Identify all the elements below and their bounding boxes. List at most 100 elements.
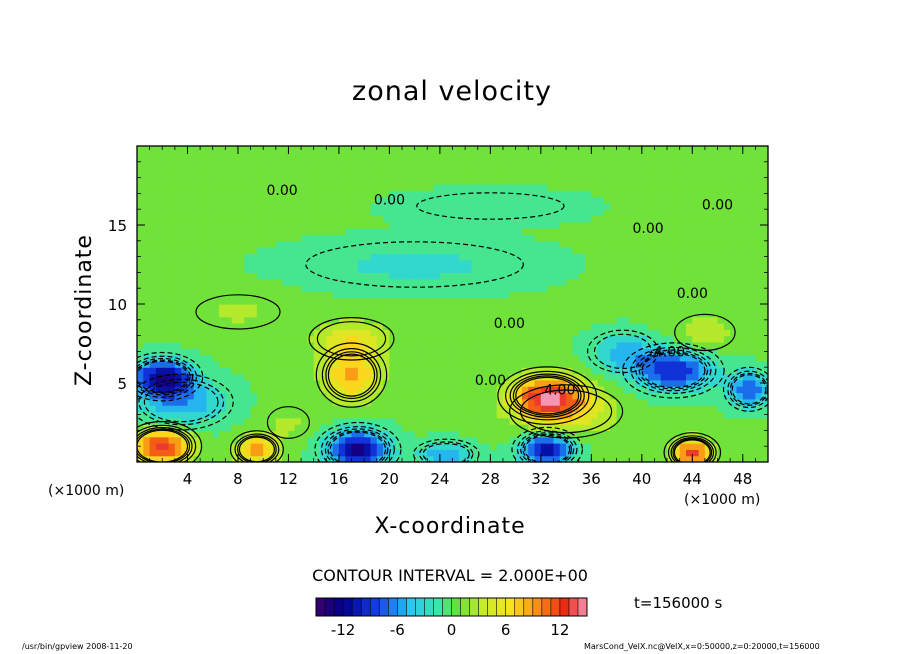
colorbar-cell bbox=[316, 598, 326, 616]
colorbar-tick-label: -6 bbox=[390, 621, 405, 639]
contour-line bbox=[519, 389, 613, 434]
contour-value-label: 0.00 bbox=[267, 183, 298, 199]
contour-line bbox=[327, 353, 376, 397]
contour-line bbox=[422, 443, 470, 462]
colorbar-cell bbox=[469, 598, 479, 616]
contour-line bbox=[327, 430, 389, 462]
colorbar-cell bbox=[397, 598, 407, 616]
colorbar-cell bbox=[451, 598, 461, 616]
contour-line bbox=[237, 435, 277, 462]
contour-line bbox=[731, 374, 767, 405]
contour-line bbox=[673, 439, 711, 462]
contour-value-label: -4.00 bbox=[649, 344, 685, 360]
x-tick-label: 36 bbox=[582, 470, 601, 488]
x-tick-label: 28 bbox=[481, 470, 500, 488]
colorbar-cell bbox=[406, 598, 416, 616]
contour-line bbox=[670, 437, 715, 462]
colorbar-tick-label: 6 bbox=[501, 621, 511, 639]
contour-value-label: 0.00 bbox=[633, 221, 664, 237]
contour-line bbox=[325, 351, 378, 400]
contour-line bbox=[137, 373, 234, 431]
colorbar-cell bbox=[460, 598, 470, 616]
x-tick-label: 8 bbox=[233, 470, 243, 488]
colorbar-frame bbox=[315, 597, 588, 617]
contour-interval-note: CONTOUR INTERVAL = 2.000E+00 bbox=[312, 566, 588, 585]
time-label: t=156000 s bbox=[634, 594, 723, 612]
colorbar-cell bbox=[550, 598, 561, 616]
x-tick-label: 20 bbox=[380, 470, 399, 488]
x-tick-label: 16 bbox=[329, 470, 348, 488]
contour-line bbox=[520, 432, 575, 462]
colorbar-cell bbox=[541, 598, 552, 616]
contour-line bbox=[663, 432, 722, 462]
colorbar-cell bbox=[334, 598, 344, 616]
contour-value-label: 0.00 bbox=[494, 316, 525, 332]
contour-line bbox=[522, 433, 572, 462]
contour-line bbox=[511, 426, 583, 462]
colorbar-tick-label: -12 bbox=[331, 621, 356, 639]
contour-line bbox=[641, 352, 706, 389]
contour-value-label: 4.00 bbox=[544, 382, 575, 398]
contour-line bbox=[137, 357, 194, 396]
contour-line bbox=[324, 428, 391, 462]
colorbar-cell bbox=[343, 598, 353, 616]
colorbar-cell bbox=[505, 598, 516, 616]
contour-line bbox=[316, 321, 387, 357]
chart-title: zonal velocity bbox=[352, 76, 552, 107]
colorbar-cell bbox=[532, 598, 543, 616]
contour-line bbox=[630, 346, 717, 394]
contour-line bbox=[138, 378, 225, 426]
velocity-field bbox=[137, 146, 768, 462]
colorbar-cell bbox=[379, 598, 389, 616]
contour-line bbox=[727, 370, 768, 409]
contour-line bbox=[315, 342, 388, 408]
contour-line bbox=[320, 426, 395, 462]
colorbar-cell bbox=[568, 598, 579, 616]
colorbar-cell bbox=[523, 598, 534, 616]
contour-line bbox=[266, 406, 310, 439]
colorbar-cell bbox=[433, 598, 443, 616]
contour-lines bbox=[137, 192, 768, 462]
contour-line bbox=[137, 429, 189, 462]
y-tick-label: 5 bbox=[117, 375, 127, 393]
contour-line bbox=[512, 375, 582, 416]
contour-value-label: 0.00 bbox=[475, 373, 506, 389]
x-tick-label: 4 bbox=[183, 470, 193, 488]
y-axis-label: Z-coordinate bbox=[72, 234, 97, 386]
contour-value-label: 0.00 bbox=[374, 193, 405, 209]
x-unit-right: (×1000 m) bbox=[684, 492, 761, 508]
y-tick-label: 15 bbox=[108, 217, 127, 235]
colorbar-cell bbox=[577, 598, 588, 616]
contour-line bbox=[229, 430, 284, 462]
contour-line bbox=[137, 424, 197, 462]
colorbar-cell bbox=[370, 598, 380, 616]
contour-line bbox=[137, 360, 189, 393]
contour-line bbox=[314, 421, 402, 462]
colorbar-cell bbox=[415, 598, 425, 616]
contour-value-label: 0.00 bbox=[702, 198, 733, 214]
colorbar-cell bbox=[496, 598, 506, 616]
contour-line bbox=[516, 430, 578, 462]
colorbar-cell bbox=[442, 598, 452, 616]
contour-line bbox=[509, 373, 585, 418]
contour-line bbox=[672, 438, 713, 462]
contour-line bbox=[321, 348, 382, 403]
colorbar-tick-label: 0 bbox=[447, 621, 457, 639]
x-axis-label: X-coordinate bbox=[374, 514, 526, 539]
contour-line bbox=[416, 192, 565, 220]
contour-line bbox=[137, 420, 203, 462]
y-tick-label: 10 bbox=[108, 296, 127, 314]
colorbar-cell bbox=[559, 598, 570, 616]
contour-line bbox=[305, 241, 524, 288]
x-unit-left: (×1000 m) bbox=[48, 483, 125, 499]
x-tick-label: 48 bbox=[733, 470, 752, 488]
contour-line bbox=[308, 316, 395, 361]
contour-line bbox=[419, 441, 474, 462]
colorbar-tick-label: 12 bbox=[550, 621, 569, 639]
contour-line bbox=[137, 351, 204, 402]
contour-line bbox=[635, 349, 712, 392]
contour-value-label: 0.00 bbox=[677, 286, 708, 302]
contour-line bbox=[412, 438, 480, 462]
contour-line bbox=[515, 376, 580, 415]
